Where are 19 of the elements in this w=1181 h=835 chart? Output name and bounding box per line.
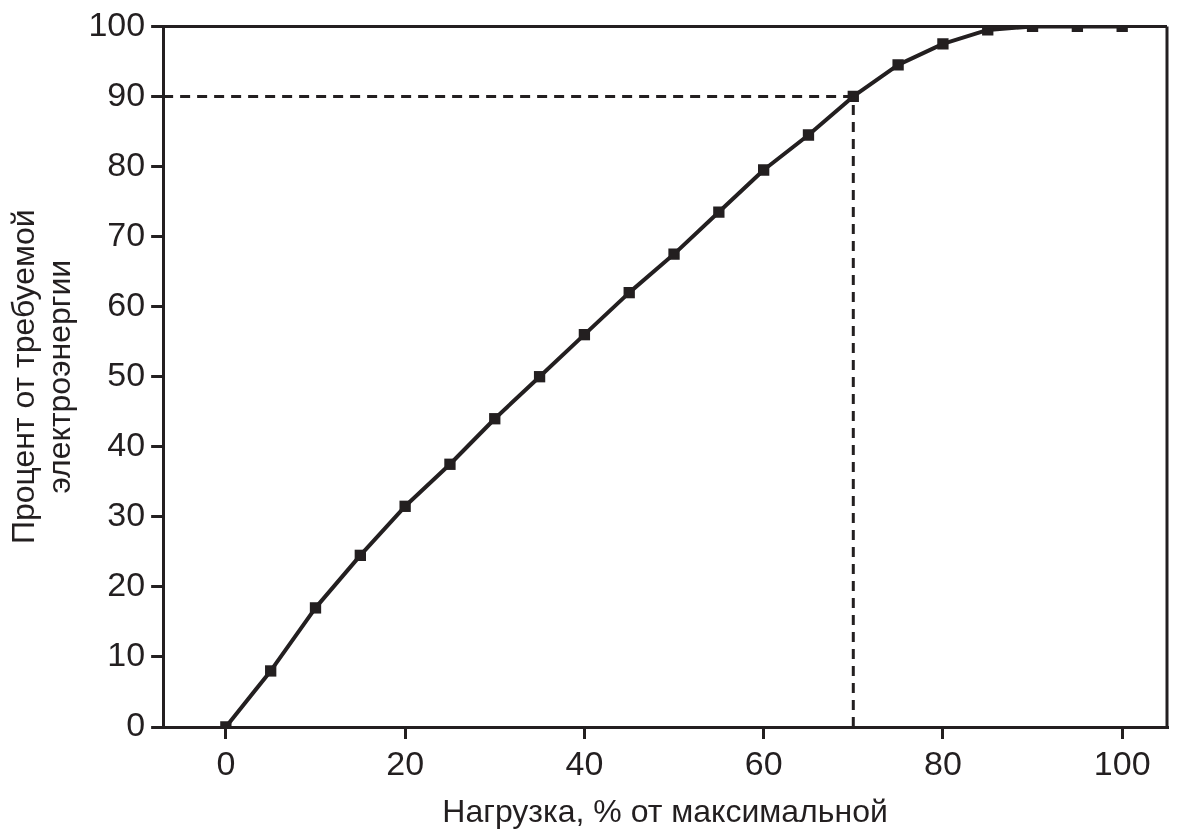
x-tick-label: 80: [924, 743, 962, 782]
y-tick-label: 90: [107, 74, 146, 113]
x-axis-title: Нагрузка, % от максимальной: [442, 793, 888, 830]
x-tick-label: 100: [1093, 743, 1151, 782]
y-tick-label: 70: [107, 214, 146, 253]
y-tick-label: 20: [107, 565, 146, 604]
x-tick-label: 60: [744, 743, 783, 782]
y-tick-label: 80: [107, 144, 146, 183]
y-tick-label: 60: [107, 285, 146, 324]
y-tick-label: 50: [107, 355, 146, 394]
y-tick-label: 0: [126, 705, 146, 744]
y-tick-label: 40: [107, 425, 146, 464]
x-tick-label: 40: [565, 743, 604, 782]
x-tick-label: 0: [216, 743, 236, 782]
x-tick-label: 20: [386, 743, 425, 782]
y-tick-label: 10: [107, 635, 146, 674]
y-axis-title: Процент от требуемой электроэнергии: [5, 209, 77, 545]
y-tick-label: 30: [107, 495, 146, 534]
y-tick-label: 100: [88, 4, 146, 43]
